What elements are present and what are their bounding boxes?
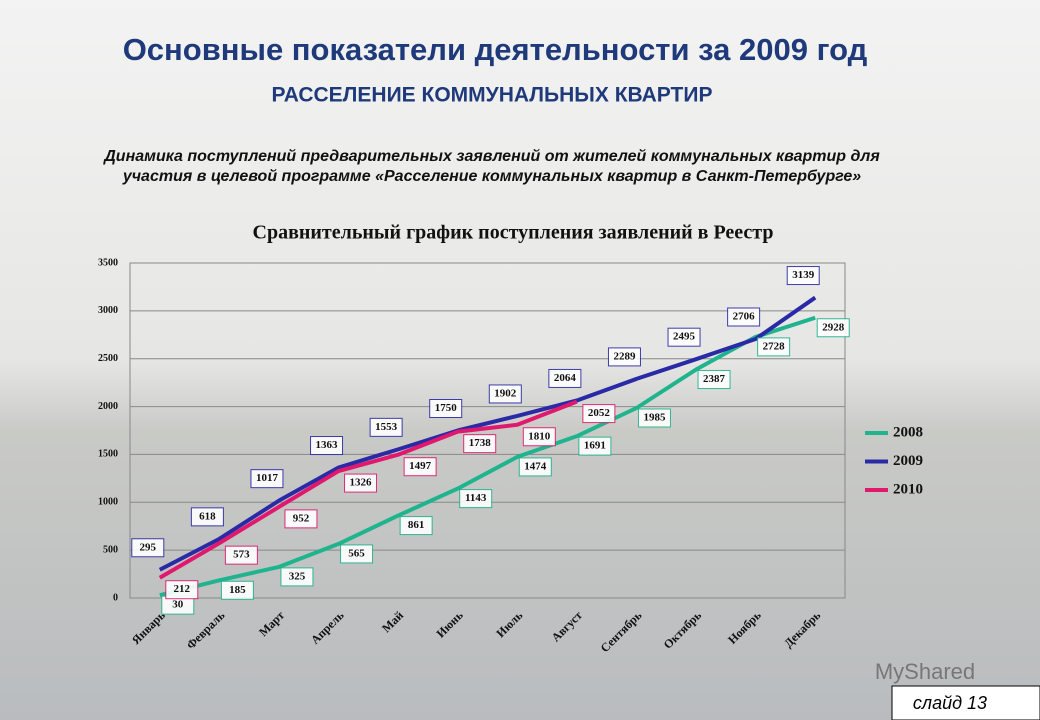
chart-title: Сравнительный график поступления заявлен… bbox=[253, 222, 774, 244]
y-tick-label: 0 bbox=[113, 592, 118, 603]
data-label: 573 bbox=[233, 549, 250, 561]
slide-number: слайд 13 bbox=[913, 693, 987, 713]
data-label-box bbox=[548, 368, 582, 388]
series-line bbox=[158, 295, 817, 572]
description: участия в целевой программе «Расселение … bbox=[122, 168, 861, 185]
data-label-box bbox=[310, 436, 344, 456]
legend-label: 2009 bbox=[893, 453, 923, 469]
data-label: 1738 bbox=[469, 437, 492, 449]
data-label: 618 bbox=[199, 510, 216, 522]
title: Основные показатели деятельности за 2009… bbox=[123, 32, 868, 67]
data-label: 861 bbox=[408, 519, 425, 531]
data-label: 1017 bbox=[256, 472, 279, 484]
y-tick-label: 500 bbox=[103, 544, 118, 555]
data-label-box bbox=[403, 457, 437, 477]
data-label: 1363 bbox=[316, 439, 339, 451]
data-label: 2387 bbox=[703, 373, 726, 385]
data-label: 1985 bbox=[643, 412, 666, 424]
data-label: 1474 bbox=[524, 460, 547, 472]
data-label-box bbox=[459, 489, 493, 509]
data-label-box bbox=[280, 567, 314, 587]
data-label: 2289 bbox=[613, 350, 636, 362]
data-label: 2064 bbox=[554, 372, 577, 384]
y-tick-label: 1500 bbox=[98, 449, 118, 460]
data-label-box bbox=[607, 347, 641, 367]
data-label: 2052 bbox=[588, 407, 611, 419]
data-label: 1497 bbox=[409, 460, 432, 472]
data-label-box bbox=[727, 307, 761, 327]
data-label: 185 bbox=[229, 584, 246, 596]
data-label-box bbox=[816, 318, 850, 338]
data-label: 2495 bbox=[673, 331, 696, 343]
data-label-box bbox=[165, 580, 199, 600]
data-label: 1326 bbox=[350, 477, 373, 489]
series-line bbox=[158, 399, 578, 580]
y-tick-label: 3000 bbox=[98, 305, 118, 316]
data-label: 3139 bbox=[792, 269, 815, 281]
data-label: 2928 bbox=[822, 321, 845, 333]
data-label-box bbox=[522, 427, 556, 447]
data-label-box bbox=[667, 327, 701, 347]
data-label: 212 bbox=[174, 583, 191, 595]
data-label-box bbox=[250, 469, 284, 489]
data-label-box bbox=[518, 457, 552, 477]
data-label: 1750 bbox=[435, 402, 458, 414]
watermark: MyShared bbox=[875, 659, 975, 684]
data-label-box bbox=[344, 473, 378, 493]
data-label: 1691 bbox=[584, 440, 606, 452]
data-label: 1902 bbox=[494, 387, 517, 399]
data-label-box bbox=[340, 544, 374, 564]
data-label-box bbox=[369, 417, 403, 437]
data-label-box bbox=[131, 538, 165, 558]
data-label: 30 bbox=[172, 599, 184, 611]
data-label: 565 bbox=[348, 547, 365, 559]
data-label-box bbox=[582, 404, 616, 424]
data-label: 1143 bbox=[465, 492, 487, 504]
data-label-box bbox=[284, 509, 318, 529]
data-label-box bbox=[429, 399, 463, 418]
data-label-box bbox=[190, 507, 224, 527]
data-label: 1553 bbox=[375, 421, 398, 433]
data-label-box bbox=[463, 434, 497, 454]
data-label-box bbox=[220, 580, 254, 600]
data-label-box bbox=[697, 370, 731, 390]
y-tick-label: 3500 bbox=[98, 257, 118, 268]
series-line bbox=[159, 315, 816, 598]
legend-label: 2010 bbox=[893, 481, 923, 497]
data-label-box bbox=[578, 436, 612, 456]
slide-box bbox=[891, 685, 1040, 720]
data-label: 2706 bbox=[733, 311, 756, 323]
subtitle: РАССЕЛЕНИЕ КОММУНАЛЬНЫХ КВАРТИР bbox=[272, 84, 713, 107]
data-label-box bbox=[637, 408, 671, 428]
data-label: 952 bbox=[293, 512, 310, 524]
data-label: 2728 bbox=[763, 340, 786, 352]
data-label-box bbox=[224, 545, 258, 565]
y-tick-label: 2000 bbox=[98, 401, 118, 412]
data-label: 325 bbox=[289, 570, 306, 582]
data-label-box bbox=[786, 266, 820, 286]
y-tick-label: 2500 bbox=[98, 353, 118, 364]
data-label-box bbox=[757, 337, 791, 357]
data-label: 295 bbox=[140, 541, 157, 553]
y-tick-label: 1000 bbox=[98, 497, 118, 508]
data-label-box bbox=[488, 384, 522, 404]
legend-label: 2008 bbox=[893, 424, 923, 440]
description: Динамика поступлений предварительных зая… bbox=[102, 148, 880, 165]
data-label-box bbox=[399, 516, 433, 536]
data-label: 1810 bbox=[528, 430, 551, 442]
